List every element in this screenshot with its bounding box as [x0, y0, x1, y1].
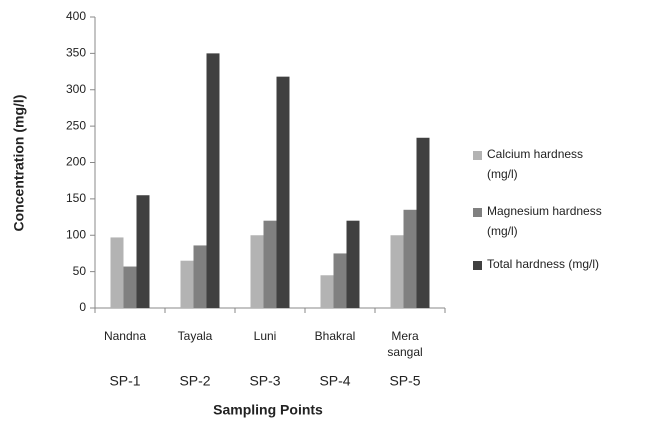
- bar: [346, 220, 360, 308]
- legend-swatch: [473, 208, 482, 217]
- x-tick-label: Mera sangal: [387, 329, 422, 359]
- x-tick-label: Bhakral: [315, 329, 356, 343]
- bar: [320, 275, 334, 308]
- bar: [136, 195, 150, 308]
- legend-label: Magnesium hardness (mg/l): [487, 204, 602, 238]
- group-label: SP-4: [319, 373, 350, 389]
- bar: [110, 237, 124, 308]
- bar: [390, 235, 404, 308]
- x-tick-label: Tayala: [178, 329, 213, 343]
- x-tick-label: Nandna: [104, 329, 146, 343]
- y-tick-label: 100: [66, 227, 86, 241]
- bar: [333, 253, 347, 308]
- x-tick-label: Luni: [254, 329, 277, 343]
- x-axis-label: Sampling Points: [213, 402, 323, 418]
- bar: [416, 137, 430, 308]
- y-tick-label: 0: [79, 300, 86, 314]
- group-label: SP-2: [179, 373, 210, 389]
- bar: [250, 235, 264, 308]
- group-label: SP-1: [109, 373, 140, 389]
- y-tick-label: 150: [66, 191, 86, 205]
- legend-label: Total hardness (mg/l): [487, 257, 599, 271]
- legend-swatch: [473, 261, 482, 270]
- bar: [193, 245, 207, 308]
- bar: [263, 220, 277, 308]
- group-label: SP-3: [249, 373, 280, 389]
- bar: [123, 266, 137, 308]
- y-tick-label: 200: [66, 155, 86, 169]
- y-axis-label: Concentration (mg/l): [11, 95, 27, 232]
- legend-swatch: [473, 151, 482, 160]
- y-tick-label: 400: [66, 9, 86, 23]
- legend-label: Calcium hardness (mg/l): [487, 147, 583, 181]
- bar: [180, 260, 194, 308]
- y-tick-label: 50: [73, 264, 87, 278]
- bar: [206, 53, 220, 308]
- bar: [276, 76, 290, 308]
- y-tick-label: 300: [66, 82, 86, 96]
- y-tick-label: 350: [66, 46, 86, 60]
- bar: [403, 209, 417, 308]
- y-tick-label: 250: [66, 118, 86, 132]
- group-label: SP-5: [389, 373, 420, 389]
